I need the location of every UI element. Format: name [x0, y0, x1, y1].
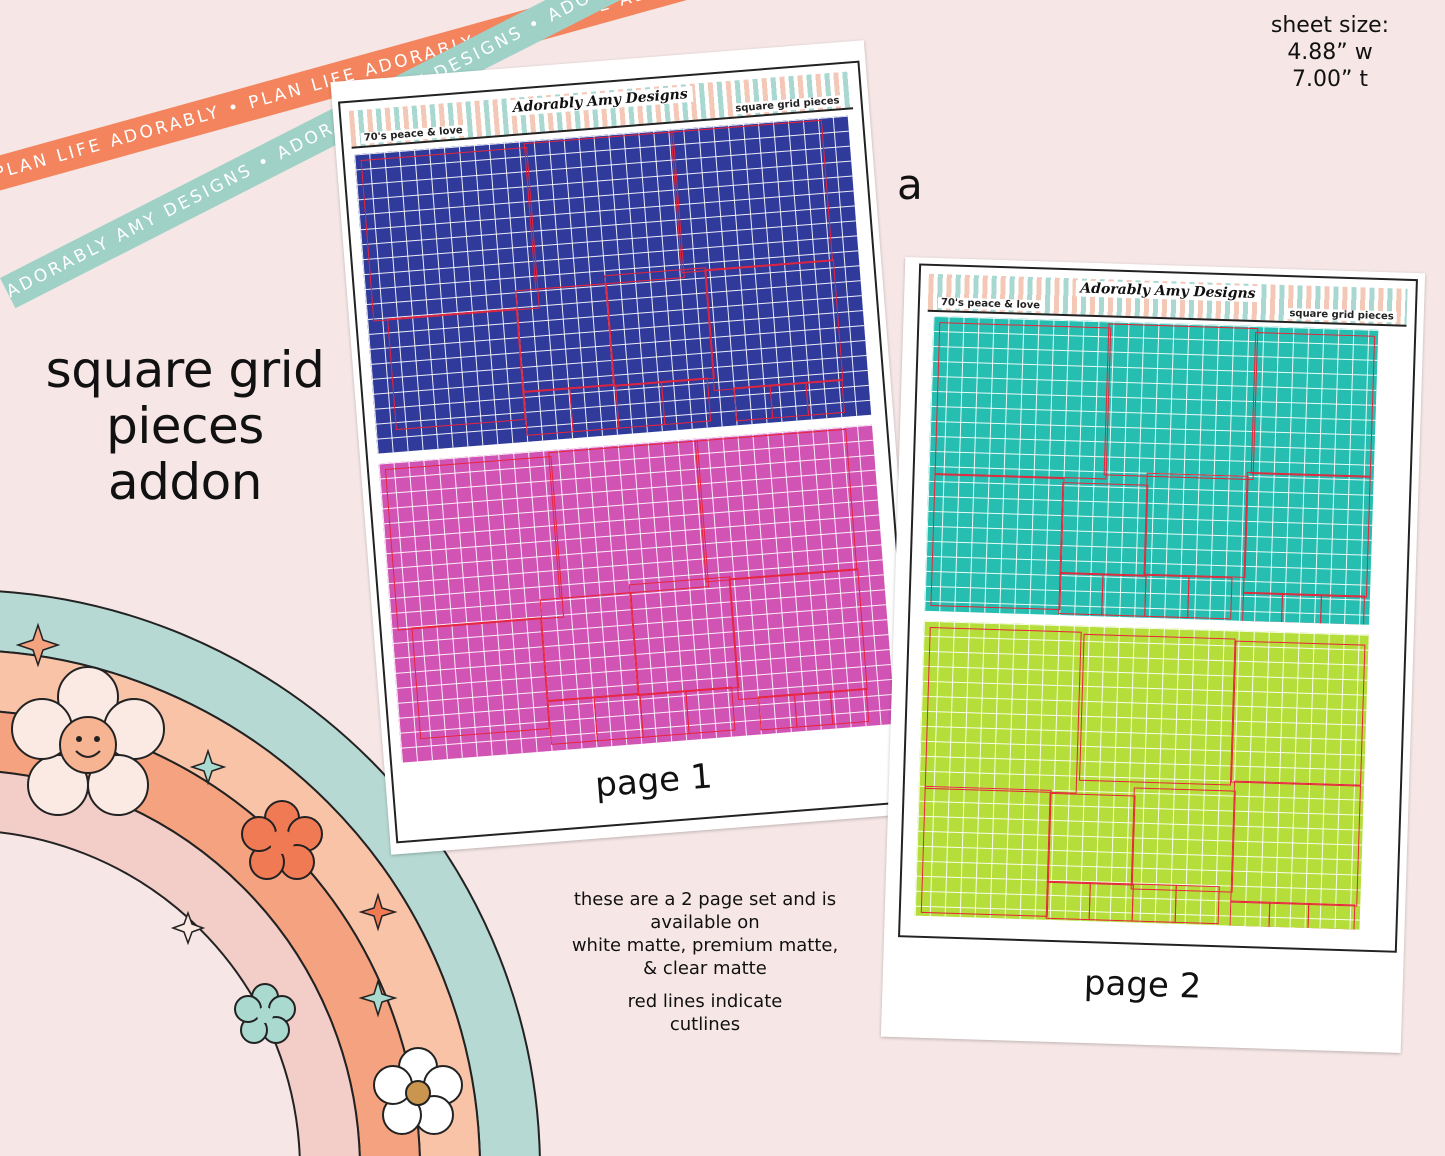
product-title: square grid pieces addon: [30, 342, 340, 510]
cutline: [1079, 633, 1236, 786]
note-line: these are a 2 page set and is: [573, 889, 837, 910]
cutline: [1103, 323, 1259, 481]
cutline: [728, 568, 868, 701]
cutline: [1058, 572, 1104, 616]
cutline: [1059, 482, 1149, 577]
sheet-border: 70's peace & love Adorably Amy Designs s…: [337, 60, 918, 844]
sheet-size-height: 7.00” t: [1291, 67, 1368, 92]
orange-flower-icon: [241, 800, 323, 880]
cutline: [615, 381, 666, 429]
title-line: addon: [108, 453, 262, 511]
grid-panel-pink: [378, 424, 896, 763]
cutline: [1230, 780, 1362, 907]
sticker-sheet-page-2: 70's peace & love Adorably Amy Designs s…: [880, 257, 1426, 1053]
cutline: [934, 322, 1112, 480]
cutline: [628, 576, 740, 696]
sheet-size-width: 4.88” w: [1287, 40, 1373, 65]
sparkle-icon: [189, 748, 227, 786]
sparkle-icon: [170, 910, 206, 946]
cutline: [593, 693, 644, 742]
note-line: available on: [650, 912, 760, 933]
cutline: [1187, 576, 1233, 620]
cutline: [1231, 640, 1366, 787]
cutline: [670, 119, 834, 274]
cutline: [793, 690, 834, 728]
cutline: [548, 440, 710, 599]
cutline: [757, 693, 798, 731]
sheet-size-label: sheet size:: [1270, 13, 1390, 38]
cutline: [1320, 594, 1365, 625]
cutline: [1131, 883, 1177, 923]
cutline: [411, 617, 550, 740]
brand-logo: Adorably Amy Designs: [507, 85, 694, 117]
cutline: [769, 381, 810, 419]
cutline: [924, 626, 1082, 794]
cutline: [1088, 882, 1134, 922]
cutline: [805, 378, 845, 416]
brand-logo: Adorably Amy Designs: [1075, 280, 1261, 303]
rainbow-illustration: [0, 590, 541, 1156]
cutline: [547, 697, 598, 745]
note-line: red lines indicate: [627, 991, 783, 1012]
cutline: [920, 785, 1052, 917]
grid-panel-navy: [354, 115, 872, 454]
sparkle-icon: [358, 978, 398, 1018]
cutline: [685, 686, 736, 735]
title-line: square grid: [45, 341, 325, 399]
cutline: [1143, 472, 1249, 578]
sparkle-icon: [15, 622, 61, 668]
page-label: page 2: [1083, 963, 1202, 1007]
daisy-icon: [373, 1047, 463, 1135]
cutline: [1307, 903, 1356, 930]
teal-flower-icon: [234, 983, 296, 1044]
sheet-theme-label: 70's peace & love: [360, 124, 467, 144]
cutline: [1281, 593, 1322, 625]
cutline: [733, 384, 774, 422]
cutline: [569, 384, 620, 433]
sheet-type-label: square grid pieces: [731, 95, 843, 115]
cutline: [1174, 884, 1220, 925]
grid-panel-lime: [914, 620, 1369, 930]
availability-note: these are a 2 page set and is available …: [560, 888, 850, 980]
cutline: [1229, 900, 1271, 928]
sheet-size-info: sheet size: 4.88” w 7.00” t: [1245, 12, 1415, 93]
sheet-border: 70's peace & love Adorably Amy Designs s…: [898, 263, 1418, 953]
note-line: cutlines: [669, 1014, 741, 1035]
cutline: [704, 259, 844, 392]
cutline: [1144, 574, 1190, 619]
sheet-theme-label: 70's peace & love: [937, 297, 1044, 312]
title-line: pieces: [106, 397, 264, 455]
cutline: [384, 455, 565, 631]
sticker-sheet-page-1: 70's peace & love Adorably Amy Designs s…: [330, 40, 925, 855]
cutline: [1046, 792, 1136, 886]
cutline: [515, 283, 616, 393]
cutline: [1242, 471, 1371, 598]
cutline: [360, 146, 540, 322]
cutline: [539, 592, 640, 702]
cutline: [1045, 880, 1091, 921]
cutline: [523, 131, 685, 290]
cutline: [1250, 332, 1376, 478]
cutline-note: red lines indicate cutlines: [560, 990, 850, 1036]
sparkle-icon: [358, 892, 398, 932]
cutline: [694, 428, 858, 583]
cutline: [829, 687, 870, 725]
note-line: & clear matte: [643, 958, 767, 979]
cutline: [660, 377, 712, 426]
smiley-flower-icon: [11, 666, 165, 816]
cutline: [1242, 591, 1284, 624]
cutline: [930, 474, 1065, 611]
sheet-type-label: square grid pieces: [1286, 308, 1397, 323]
variant-letter: a: [897, 160, 923, 209]
cutline: [1268, 901, 1310, 930]
cutline: [1101, 573, 1147, 617]
cutline: [1130, 787, 1236, 893]
cutline: [523, 388, 574, 436]
cutline: [604, 267, 715, 387]
note-line: white matte, premium matte,: [571, 935, 839, 956]
cutline: [387, 308, 526, 431]
grid-panel-teal: [924, 315, 1379, 625]
cutline: [639, 690, 690, 738]
